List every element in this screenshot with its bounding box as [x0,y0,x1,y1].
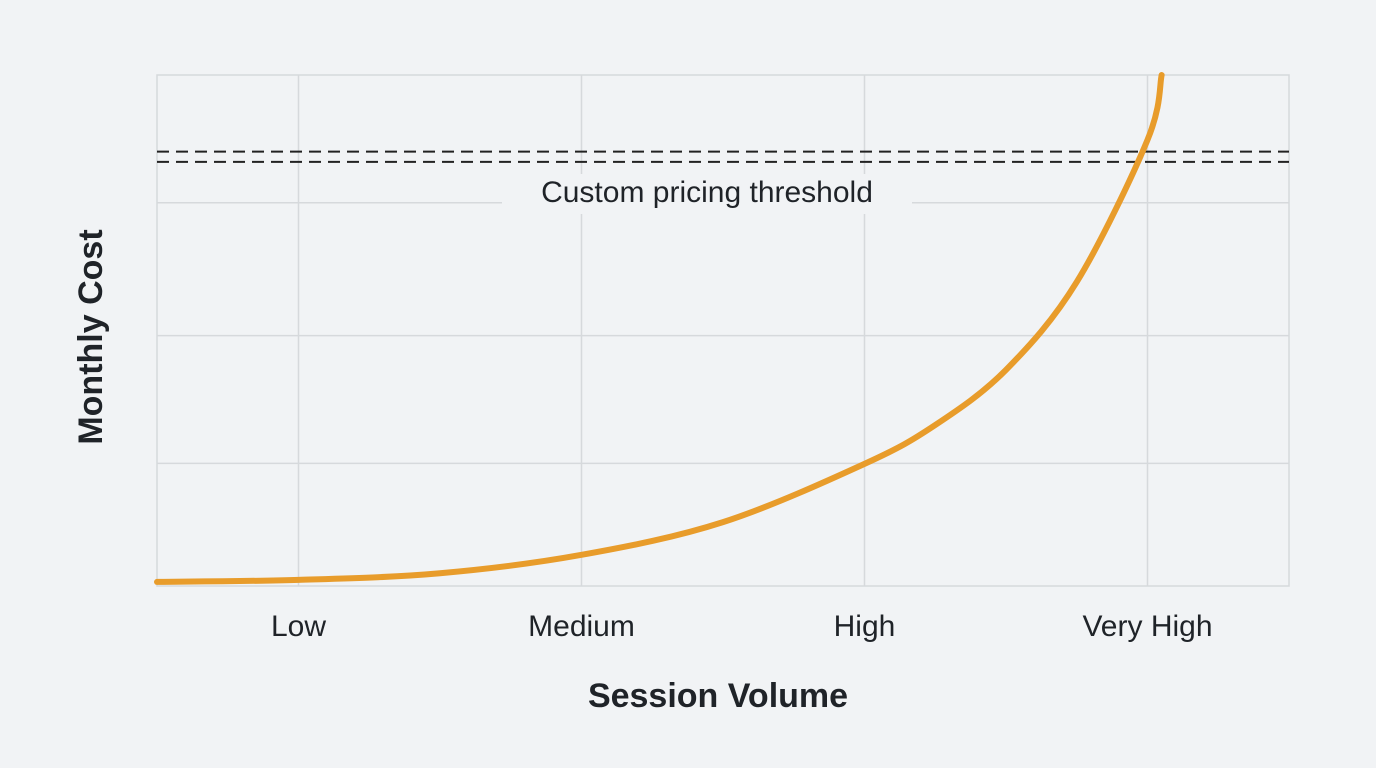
x-axis-title: Session Volume [588,677,848,715]
y-axis-title: Monthly Cost [72,229,110,444]
x-tick-label: High [834,610,896,643]
x-tick-label: Low [271,610,326,643]
threshold-label: Custom pricing threshold [541,176,873,209]
plot-frame [156,74,1290,587]
x-tick-label: Very High [1082,610,1212,643]
cost-curve [154,72,1165,585]
x-tick-label: Medium [528,610,635,643]
threshold-label-bg [502,174,912,214]
